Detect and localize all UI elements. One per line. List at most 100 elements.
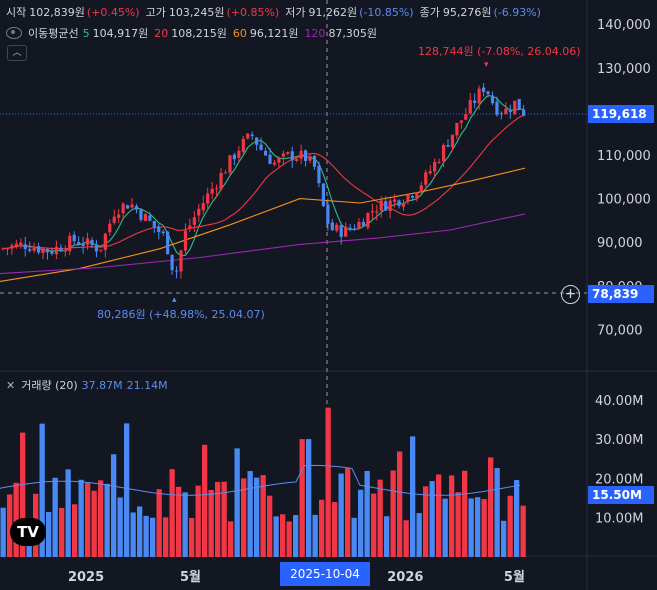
high-value: 103,245원 [168, 6, 225, 19]
candle-body [375, 211, 379, 213]
ma5-period: 5 [82, 26, 90, 40]
last-price-tag: 119,618 [588, 105, 654, 123]
volume-bar [130, 512, 136, 557]
price-axis-label: 140,000 [597, 18, 651, 33]
volume-bar [195, 485, 201, 557]
open-value: 102,839원 [29, 6, 85, 19]
candle-body [183, 230, 188, 251]
candle-body [94, 245, 99, 252]
candle-body [232, 154, 236, 160]
close-value: 95,276원 [442, 6, 492, 19]
candle-body [468, 100, 472, 114]
candle-body [268, 154, 272, 164]
low-annotation: 80,286원 (+48.98%, 25.04.07) [97, 308, 265, 321]
candle-body [14, 243, 18, 247]
candle-body [157, 226, 161, 233]
candle-body [99, 249, 103, 251]
price-axis-label: 100,000 [597, 193, 651, 208]
candle-body [68, 235, 72, 252]
chevron-up-icon[interactable]: ︿ [7, 45, 27, 61]
high-label: 고가 [145, 6, 166, 19]
volume-bar [247, 471, 253, 557]
ohlc-legend: 시작 102,839원 (+0.45%) 고가 103,245원 (+0.85%) 저가 91… [6, 4, 547, 20]
volume-bar [468, 498, 474, 557]
candles [1, 83, 526, 279]
crosshair-date-tag: 2025-10-04 [280, 562, 370, 586]
candle-body [473, 100, 477, 103]
open-change: (+0.45%) [86, 6, 140, 19]
candle-body [477, 88, 481, 104]
ma5-line [2, 94, 524, 257]
low-marker: ▴ [172, 295, 177, 305]
ma20-value: 108,215원 [171, 27, 227, 40]
candle-body [228, 155, 232, 173]
candle-body [299, 150, 303, 159]
volume-bar [267, 495, 273, 557]
volume-bar [364, 470, 370, 557]
candle-body [304, 150, 308, 161]
volume-bar [475, 497, 481, 557]
volume-bar [358, 489, 364, 557]
volume-bar [189, 517, 195, 557]
volume-bar [507, 495, 513, 557]
volume-bar [104, 483, 110, 557]
volume-bar [390, 470, 396, 557]
candle-body [344, 226, 348, 237]
ma120-period: 120 [304, 26, 326, 40]
time-axis-label: 5월 [504, 569, 525, 585]
volume-bar [429, 481, 435, 557]
price-axis-label: 110,000 [597, 149, 651, 164]
volume-bar [423, 486, 429, 557]
low-value: 91,262원 [308, 6, 358, 19]
candle-body [90, 240, 94, 246]
ma60-value: 96,121원 [249, 27, 299, 40]
candle-body [50, 250, 54, 254]
volume-bar [65, 469, 71, 557]
candle-body [152, 221, 156, 228]
volume-bar [345, 468, 351, 557]
candle-body [384, 201, 388, 211]
candle-body [130, 204, 134, 208]
candle-body [348, 227, 352, 229]
candle-body [77, 242, 81, 245]
volume-bar [481, 499, 487, 557]
volume-bar [39, 423, 45, 557]
candle-body [148, 215, 152, 221]
volume-title: 거래량 (20) [21, 379, 78, 392]
candle-body [166, 231, 170, 255]
ma-legend[interactable]: 이동평균선 5 104,917원 20 108,215원 60 96,121원 120… [6, 25, 383, 41]
candle-body [117, 214, 121, 218]
candle-body [499, 113, 503, 115]
volume-bar [377, 479, 383, 557]
ma20-line [2, 114, 524, 250]
volume-bar [150, 517, 156, 557]
candle-body [37, 246, 41, 253]
candle-body [361, 222, 366, 227]
volume-bar [319, 499, 325, 557]
candle-body [406, 194, 410, 202]
close-change: (-6.93%) [493, 6, 541, 19]
volume-bar [215, 481, 221, 557]
tradingview-logo[interactable]: TV [10, 518, 46, 546]
candle-body [237, 150, 241, 158]
candle-body [428, 171, 432, 174]
plus-icon[interactable]: + [561, 285, 580, 304]
candle-body [41, 248, 45, 254]
candle-body [321, 183, 325, 207]
candle-body [308, 156, 312, 161]
candle-body [179, 250, 183, 272]
candle-body [215, 188, 219, 190]
volume-bar [436, 474, 442, 557]
volume-bar [221, 481, 227, 557]
candle-body [174, 270, 179, 272]
candle-body [250, 134, 254, 136]
candle-body [223, 172, 228, 174]
close-icon[interactable]: ✕ [6, 378, 16, 392]
candle-body [517, 99, 521, 110]
candle-body [459, 120, 463, 123]
candle-body [192, 217, 196, 225]
volume-legend[interactable]: ✕ 거래량 (20) 37.87M 21.14M [6, 377, 168, 393]
eye-icon[interactable] [6, 27, 22, 39]
high-annotation: 128,744원 (-7.08%, 26.04.06) [418, 45, 581, 58]
